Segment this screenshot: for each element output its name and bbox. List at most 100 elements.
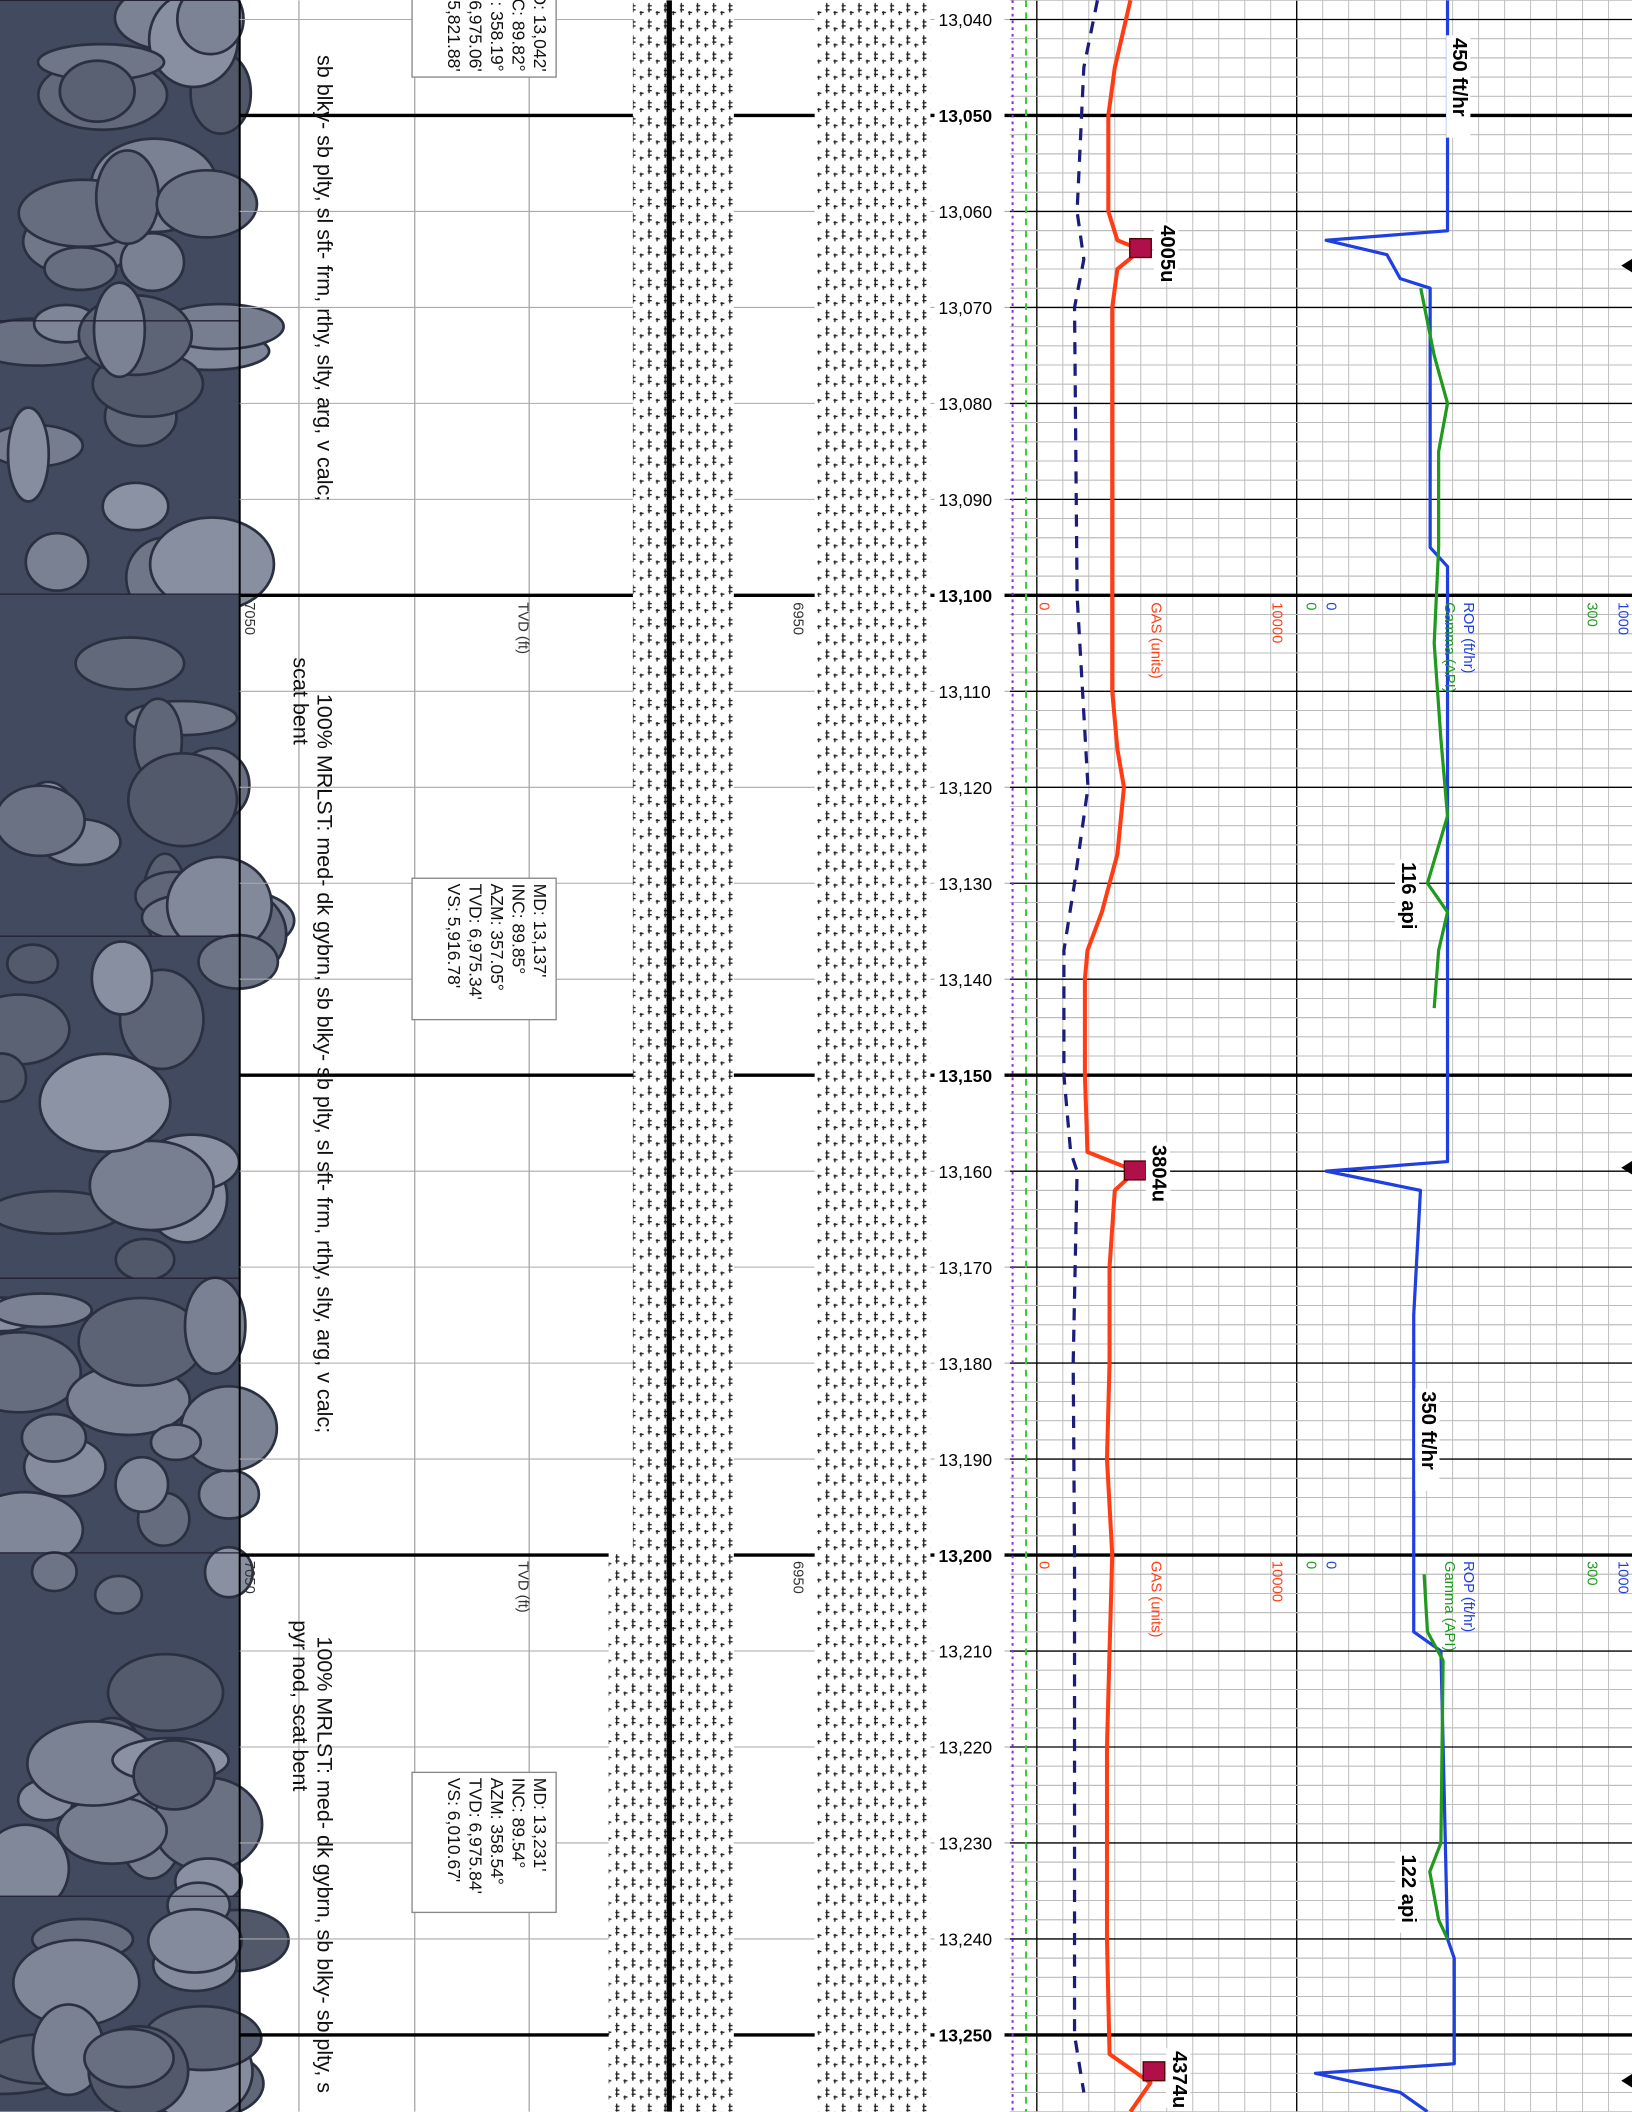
annotation-bg — [1395, 859, 1420, 941]
cutting — [175, 0, 245, 56]
depth-label-bg — [934, 968, 1005, 990]
survey-text: INC: 89.54° — [508, 1778, 528, 1869]
axis-tick-label: 0 — [1302, 602, 1318, 610]
depth-label-bg — [934, 2024, 1005, 2046]
depth-label-bg — [934, 200, 1005, 223]
cutting — [83, 2027, 175, 2089]
annotation-bg — [1395, 1851, 1420, 1933]
survey-text: TVD: 6,975.84' — [465, 1778, 485, 1894]
survey-box — [411, 877, 557, 1021]
axis-label: GAS (units) — [1147, 1561, 1163, 1638]
cutting — [43, 245, 118, 292]
survey-text: VS: 6,010.67' — [444, 1778, 464, 1883]
depth-label-bg — [934, 1352, 1005, 1374]
lithology-description: 100% MRLST: med- dk gybrn, sb blky- sb p… — [312, 694, 336, 1433]
depth-label-bg — [934, 680, 1005, 703]
depth-label: 13,080 — [939, 394, 993, 414]
tvd-tick-label: 6950 — [789, 602, 805, 635]
survey-text: VS: 5,821.88' — [444, 0, 464, 72]
survey-text: TVD: 6,975.06' — [465, 0, 485, 72]
depth-label-bg — [934, 1736, 1005, 1758]
depth-label-bg — [934, 8, 1005, 31]
depth-label-bg — [934, 1544, 1005, 1566]
cutting — [90, 940, 154, 1016]
depth-label: 13,130 — [939, 874, 993, 894]
depth-label-bg — [934, 776, 1005, 799]
cutting — [30, 1551, 78, 1593]
annotation-bg — [1145, 1142, 1171, 1202]
cutting — [5, 943, 60, 984]
axis-tick-label: 10000 — [1269, 1561, 1285, 1602]
axis-tick-label: 0 — [1322, 1561, 1338, 1569]
survey-text: AZM: 358.54° — [487, 1778, 507, 1885]
cutting — [114, 1237, 176, 1282]
cutting — [114, 1455, 170, 1514]
cutting — [38, 1052, 172, 1154]
survey-text: AZM: 357.05° — [487, 884, 507, 991]
survey-text: MD: 13,137' — [530, 884, 550, 978]
cutting — [93, 1574, 144, 1615]
cutting — [197, 1468, 261, 1520]
cutting — [92, 281, 147, 379]
cutting — [74, 636, 186, 691]
cutting — [155, 168, 259, 239]
depth-label: 13,070 — [939, 298, 993, 318]
depth-label-bg — [934, 872, 1005, 895]
survey-text: INC: 89.82° — [508, 0, 528, 72]
axis-tick-label: 300 — [1584, 1561, 1600, 1586]
lithology-description: pyr nod, scat bent — [288, 1620, 312, 1791]
tvd-tick-label: 7050 — [241, 602, 257, 635]
depth-label-bg — [934, 1640, 1005, 1662]
cutting — [101, 481, 170, 532]
curve-annotation: 3804u — [1148, 1145, 1170, 1202]
depth-label-bg — [934, 488, 1005, 511]
annotation-bg — [1446, 35, 1471, 138]
curve-annotation: 4005u — [1156, 225, 1178, 282]
depth-label: 13,060 — [939, 202, 993, 222]
cutting — [126, 751, 239, 848]
survey-box — [411, 0, 557, 78]
annotation-bg — [1415, 1388, 1440, 1491]
tvd-tick-label: 6950 — [789, 1561, 805, 1594]
survey-box — [411, 1771, 557, 1914]
depth-label: 13,150 — [939, 1066, 993, 1086]
cutting — [88, 1139, 215, 1232]
axis-tick-label: 0 — [1322, 602, 1338, 610]
depth-label: 13,090 — [939, 490, 993, 510]
depth-label: 13,110 — [939, 682, 991, 702]
survey-text: INC: 89.85° — [508, 884, 528, 975]
depth-label: 13,050 — [939, 106, 993, 126]
depth-label-bg — [934, 1256, 1005, 1278]
tvd-axis-label: TVD (ft) — [515, 602, 531, 654]
cutting — [0, 1330, 83, 1414]
lithology-description: 100% MRLST: med- dk gybrn, sb blky- sb p… — [312, 1636, 336, 2093]
axis-tick-label: 1000 — [1615, 602, 1631, 635]
gas-peak-marker — [1129, 237, 1152, 259]
axis-label: ROP (ft/hr) — [1460, 602, 1476, 673]
axis-tick-label: 0 — [1036, 602, 1052, 610]
axis-tick-label: 1000 — [1615, 1561, 1631, 1594]
tvd-axis-label: TVD (ft) — [515, 1561, 531, 1613]
depth-label-bg — [934, 296, 1005, 319]
curve — [1419, 287, 1450, 1940]
depth-label: 13,240 — [939, 1930, 993, 1950]
depth-label: 13,160 — [939, 1162, 993, 1182]
survey-text: VS: 5,916.78' — [444, 884, 464, 989]
labels: 13,040 13,050 13,060 13,070 13,080 13,090 13,1… — [241, 0, 1630, 2108]
tvd-tick-label: 7050 — [241, 1561, 257, 1594]
axis-tick-label: 0 — [1036, 1561, 1052, 1569]
depth-label: 13,140 — [939, 970, 993, 990]
depth-label: 13,190 — [939, 1450, 993, 1470]
depth-label-bg — [934, 1832, 1005, 1854]
depth-label: 13,120 — [939, 778, 993, 798]
cutting — [0, 784, 86, 858]
cutting — [203, 1545, 255, 1599]
curve-annotation: 4374u — [1168, 2051, 1190, 2108]
depth-label: 13,100 — [939, 586, 993, 606]
lithology-column — [814, 0, 931, 2112]
depth-label-bg — [934, 1448, 1005, 1470]
curve — [1313, 0, 1456, 2112]
cutting — [132, 1739, 217, 1811]
